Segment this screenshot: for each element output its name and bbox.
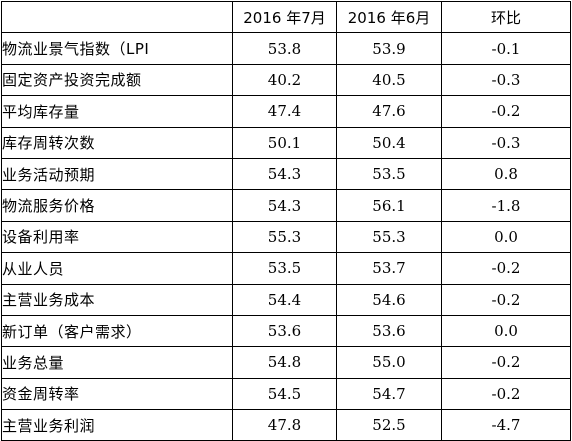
june-value: 53.6	[336, 314, 442, 348]
table-row: 业务活动预期 54.3 53.5 0.8	[1, 157, 571, 191]
june-value: 53.5	[336, 157, 442, 191]
july-value: 47.4	[232, 95, 337, 128]
june-value: 53.7	[336, 252, 442, 285]
table-row: 新订单（客户需求） 53.6 53.6 0.0	[1, 314, 571, 348]
header-cell-indicator	[1, 0, 233, 34]
row-label: 业务活动预期	[1, 157, 233, 191]
row-label: 库存周转次数	[1, 126, 233, 159]
july-value: 54.8	[232, 346, 337, 379]
table-row: 主营业务成本 54.4 54.6 -0.2	[1, 283, 571, 316]
row-label: 平均库存量	[1, 95, 233, 128]
july-value: 54.5	[232, 377, 337, 411]
header-cell-month-on-month: 环比	[441, 0, 571, 34]
row-label: 业务总量	[1, 346, 233, 379]
july-value: 54.3	[232, 157, 337, 191]
june-value: 55.3	[336, 220, 442, 254]
july-value: 53.5	[232, 252, 337, 285]
june-value: 54.7	[336, 377, 442, 411]
row-label: 设备利用率	[1, 220, 233, 254]
july-value: 40.2	[232, 63, 337, 97]
month-on-month-value: -1.8	[441, 189, 571, 222]
month-on-month-value: -0.2	[441, 377, 571, 411]
table-row: 资金周转率 54.5 54.7 -0.2	[1, 377, 571, 411]
table-row: 物流业景气指数（LPI 53.8 53.9 -0.1	[1, 32, 571, 65]
month-on-month-value: -0.2	[441, 95, 571, 128]
month-on-month-value: -0.2	[441, 346, 571, 379]
table-row: 业务总量 54.8 55.0 -0.2	[1, 346, 571, 379]
header-cell-july-2016: 2016 年7月	[232, 0, 337, 34]
month-on-month-value: -0.3	[441, 63, 571, 97]
month-on-month-value: -0.2	[441, 283, 571, 316]
table-row: 库存周转次数 50.1 50.4 -0.3	[1, 126, 571, 159]
table-row: 固定资产投资完成额 40.2 40.5 -0.3	[1, 63, 571, 97]
july-value: 47.8	[232, 409, 337, 441]
month-on-month-value: -4.7	[441, 409, 571, 441]
july-value: 55.3	[232, 220, 337, 254]
table-header-row: 2016 年7月 2016 年6月 环比	[1, 0, 571, 34]
july-value: 54.3	[232, 189, 337, 222]
header-cell-june-2016: 2016 年6月	[336, 0, 442, 34]
row-label: 主营业务成本	[1, 283, 233, 316]
row-label: 固定资产投资完成额	[1, 63, 233, 97]
table-row: 设备利用率 55.3 55.3 0.0	[1, 220, 571, 254]
june-value: 52.5	[336, 409, 442, 441]
june-value: 47.6	[336, 95, 442, 128]
july-value: 54.4	[232, 283, 337, 316]
row-label: 从业人员	[1, 252, 233, 285]
row-label: 资金周转率	[1, 377, 233, 411]
row-label: 新订单（客户需求）	[1, 314, 233, 348]
june-value: 50.4	[336, 126, 442, 159]
row-label: 物流业景气指数（LPI	[1, 32, 233, 65]
table-row: 物流服务价格 54.3 56.1 -1.8	[1, 189, 571, 222]
month-on-month-value: -0.1	[441, 32, 571, 65]
table-row: 从业人员 53.5 53.7 -0.2	[1, 252, 571, 285]
month-on-month-value: 0.0	[441, 314, 571, 348]
month-on-month-value: 0.8	[441, 157, 571, 191]
month-on-month-value: -0.3	[441, 126, 571, 159]
table-row: 平均库存量 47.4 47.6 -0.2	[1, 95, 571, 128]
row-label: 物流服务价格	[1, 189, 233, 222]
row-label: 主营业务利润	[1, 409, 233, 441]
july-value: 53.8	[232, 32, 337, 65]
june-value: 55.0	[336, 346, 442, 379]
table-row: 主营业务利润 47.8 52.5 -4.7	[1, 409, 571, 441]
june-value: 53.9	[336, 32, 442, 65]
june-value: 40.5	[336, 63, 442, 97]
june-value: 54.6	[336, 283, 442, 316]
month-on-month-value: 0.0	[441, 220, 571, 254]
month-on-month-value: -0.2	[441, 252, 571, 285]
july-value: 53.6	[232, 314, 337, 348]
june-value: 56.1	[336, 189, 442, 222]
july-value: 50.1	[232, 126, 337, 159]
